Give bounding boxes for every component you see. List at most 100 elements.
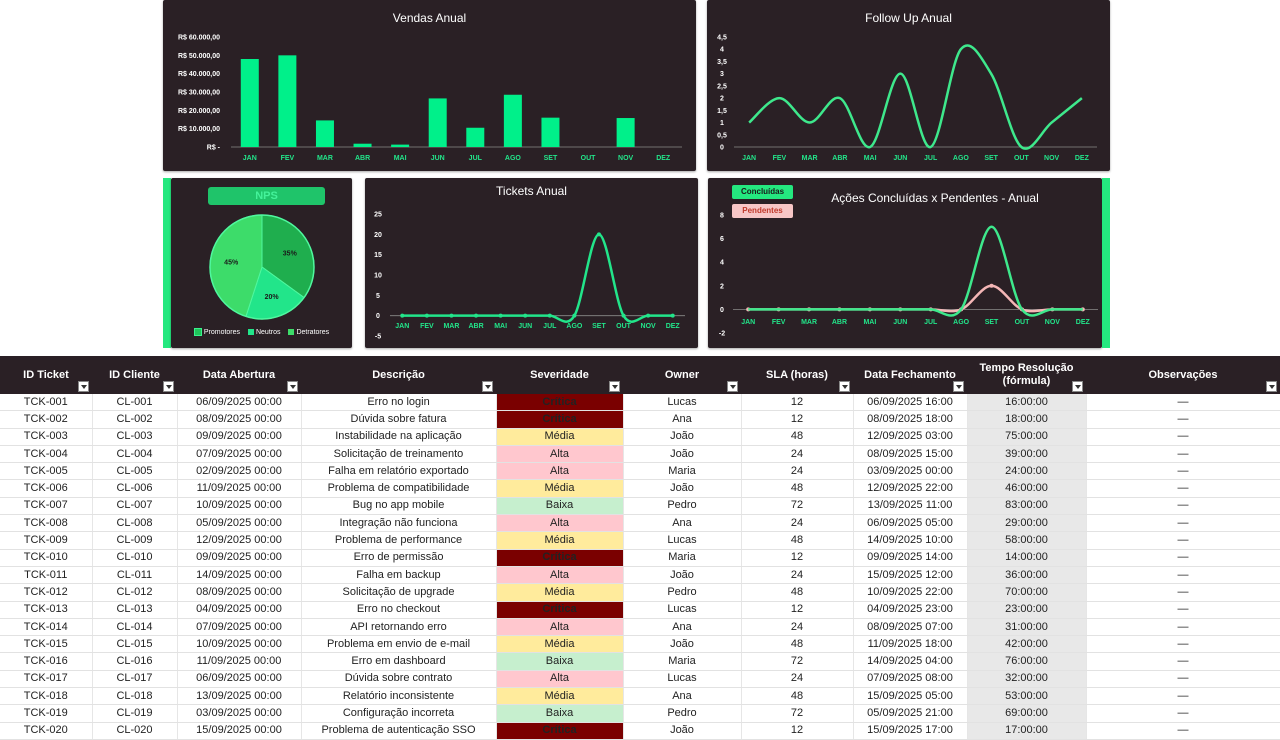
table-cell[interactable]: CL-015 — [92, 635, 178, 654]
table-row[interactable]: TCK-001 CL-001 06/09/2025 00:00 Erro no log… — [0, 394, 1280, 412]
table-cell[interactable]: Alta — [496, 618, 624, 637]
table-cell[interactable]: 05/09/2025 21:00 — [853, 704, 968, 723]
table-cell[interactable]: 12 — [741, 549, 854, 567]
table-cell[interactable]: 12/09/2025 03:00 — [853, 428, 968, 446]
table-cell[interactable]: 07/09/2025 00:00 — [177, 445, 302, 464]
table-cell[interactable]: 11/09/2025 00:00 — [177, 479, 302, 498]
table-cell[interactable]: Média — [496, 531, 624, 550]
table-cell[interactable]: 15/09/2025 00:00 — [177, 722, 302, 740]
table-cell[interactable]: TCK-011 — [0, 566, 93, 585]
table-cell[interactable]: Pedro — [623, 583, 742, 602]
table-cell[interactable]: Ana — [623, 687, 742, 706]
table-cell[interactable]: CL-011 — [92, 566, 178, 585]
table-cell[interactable]: 12 — [741, 722, 854, 740]
table-cell[interactable]: Maria — [623, 652, 742, 671]
table-cell[interactable]: Média — [496, 479, 624, 498]
table-cell[interactable]: 24 — [741, 445, 854, 464]
table-cell[interactable]: Crítica — [496, 601, 624, 619]
table-cell[interactable]: CL-007 — [92, 497, 178, 516]
table-cell[interactable]: CL-013 — [92, 601, 178, 619]
table-cell[interactable]: TCK-002 — [0, 410, 93, 429]
table-cell[interactable]: — — [1086, 531, 1280, 550]
table-cell[interactable]: 75:00:00 — [967, 428, 1087, 446]
table-cell[interactable]: 46:00:00 — [967, 479, 1087, 498]
table-cell[interactable]: 10/09/2025 00:00 — [177, 635, 302, 654]
table-cell[interactable]: TCK-020 — [0, 722, 93, 740]
table-cell[interactable]: TCK-010 — [0, 549, 93, 567]
table-cell[interactable]: 10/09/2025 00:00 — [177, 497, 302, 516]
table-cell[interactable]: CL-008 — [92, 514, 178, 533]
table-cell[interactable]: 48 — [741, 583, 854, 602]
table-cell[interactable]: 70:00:00 — [967, 583, 1087, 602]
table-cell[interactable]: 04/09/2025 00:00 — [177, 601, 302, 619]
filter-dropdown-button[interactable] — [482, 381, 493, 392]
table-cell[interactable]: 18:00:00 — [967, 410, 1087, 429]
table-cell[interactable]: Alta — [496, 462, 624, 481]
nps-chart[interactable]: NPS 35% 20% 45% Promotores Neutros Detrato… — [171, 178, 352, 348]
table-cell[interactable]: TCK-008 — [0, 514, 93, 533]
table-cell[interactable]: 02/09/2025 00:00 — [177, 462, 302, 481]
table-cell[interactable]: — — [1086, 583, 1280, 602]
vendas-anual-chart[interactable]: Vendas Anual R$ - R$ 10.000,00 R$ 20.000,0… — [163, 0, 696, 171]
table-row[interactable]: TCK-015 CL-015 10/09/2025 00:00 Problema em… — [0, 635, 1280, 654]
table-cell[interactable]: — — [1086, 566, 1280, 585]
table-cell[interactable]: 72 — [741, 497, 854, 516]
table-cell[interactable]: — — [1086, 410, 1280, 429]
table-cell[interactable]: — — [1086, 652, 1280, 671]
table-cell[interactable]: 17:00:00 — [967, 722, 1087, 740]
table-cell[interactable]: CL-006 — [92, 479, 178, 498]
table-cell[interactable]: 08/09/2025 15:00 — [853, 445, 968, 464]
table-cell[interactable]: Crítica — [496, 722, 624, 740]
table-cell[interactable]: — — [1086, 670, 1280, 689]
table-row[interactable]: TCK-012 CL-012 08/09/2025 00:00 Solicitação… — [0, 583, 1280, 602]
table-cell[interactable]: Média — [496, 635, 624, 654]
table-row[interactable]: TCK-010 CL-010 09/09/2025 00:00 Erro de per… — [0, 549, 1280, 567]
table-row[interactable]: TCK-004 CL-004 07/09/2025 00:00 Solicitação… — [0, 445, 1280, 464]
table-cell[interactable]: 13/09/2025 11:00 — [853, 497, 968, 516]
table-cell[interactable]: 15/09/2025 17:00 — [853, 722, 968, 740]
table-cell[interactable]: Alta — [496, 566, 624, 585]
table-cell[interactable]: API retornando erro — [301, 618, 497, 637]
filter-dropdown-button[interactable] — [287, 381, 298, 392]
table-cell[interactable]: TCK-005 — [0, 462, 93, 481]
table-cell[interactable]: Problema em envio de e-mail — [301, 635, 497, 654]
table-cell[interactable]: Média — [496, 687, 624, 706]
table-cell[interactable]: Maria — [623, 549, 742, 567]
table-cell[interactable]: Relatório inconsistente — [301, 687, 497, 706]
table-cell[interactable]: 16:00:00 — [967, 394, 1087, 412]
table-cell[interactable]: Média — [496, 428, 624, 446]
table-cell[interactable]: Erro em dashboard — [301, 652, 497, 671]
table-cell[interactable]: Integração não funciona — [301, 514, 497, 533]
table-cell[interactable]: 14/09/2025 04:00 — [853, 652, 968, 671]
table-cell[interactable]: — — [1086, 722, 1280, 740]
table-cell[interactable]: TCK-004 — [0, 445, 93, 464]
table-row[interactable]: TCK-011 CL-011 14/09/2025 00:00 Falha em ba… — [0, 566, 1280, 585]
table-cell[interactable]: João — [623, 722, 742, 740]
table-cell[interactable]: João — [623, 635, 742, 654]
table-row[interactable]: TCK-014 CL-014 07/09/2025 00:00 API retorna… — [0, 618, 1280, 637]
table-row[interactable]: TCK-005 CL-005 02/09/2025 00:00 Falha em re… — [0, 462, 1280, 481]
filter-dropdown-button[interactable] — [1266, 381, 1277, 392]
table-row[interactable]: TCK-006 CL-006 11/09/2025 00:00 Problema de… — [0, 479, 1280, 498]
table-cell[interactable]: CL-005 — [92, 462, 178, 481]
table-cell[interactable]: CL-014 — [92, 618, 178, 637]
table-cell[interactable]: 31:00:00 — [967, 618, 1087, 637]
table-row[interactable]: TCK-019 CL-019 03/09/2025 00:00 Configuraçã… — [0, 704, 1280, 723]
table-row[interactable]: TCK-009 CL-009 12/09/2025 00:00 Problema de… — [0, 531, 1280, 550]
table-cell[interactable]: Erro de permissão — [301, 549, 497, 567]
table-cell[interactable]: 09/09/2025 14:00 — [853, 549, 968, 567]
table-cell[interactable]: CL-010 — [92, 549, 178, 567]
table-row[interactable]: TCK-016 CL-016 11/09/2025 00:00 Erro em das… — [0, 652, 1280, 671]
table-cell[interactable]: 76:00:00 — [967, 652, 1087, 671]
table-cell[interactable]: — — [1086, 549, 1280, 567]
table-cell[interactable]: 39:00:00 — [967, 445, 1087, 464]
table-cell[interactable]: CL-012 — [92, 583, 178, 602]
table-cell[interactable]: Solicitação de treinamento — [301, 445, 497, 464]
table-cell[interactable]: 69:00:00 — [967, 704, 1087, 723]
table-cell[interactable]: 48 — [741, 428, 854, 446]
table-cell[interactable]: 83:00:00 — [967, 497, 1087, 516]
table-cell[interactable]: — — [1086, 635, 1280, 654]
table-row[interactable]: TCK-020 CL-020 15/09/2025 00:00 Problema de… — [0, 722, 1280, 740]
table-cell[interactable]: 12 — [741, 410, 854, 429]
table-cell[interactable]: TCK-018 — [0, 687, 93, 706]
